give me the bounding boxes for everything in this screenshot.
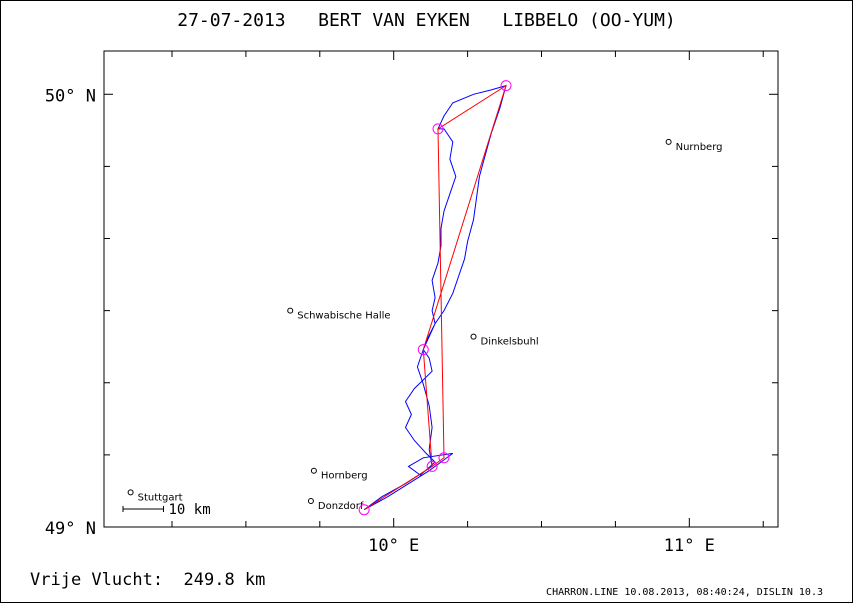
software-credit: CHARRON.LINE 10.08.2013, 08:40:24, DISLI… <box>546 587 823 598</box>
y-tick-label: 50° N <box>45 86 96 106</box>
city-marker <box>127 489 134 496</box>
turnpoint-marker <box>438 452 450 464</box>
city-label: Donzdorf <box>318 501 364 512</box>
x-tick-label: 10° E <box>368 536 419 556</box>
turnpoint-marker <box>432 123 444 135</box>
turnpoint-marker <box>426 460 438 472</box>
city-label: Stuttgart <box>138 492 183 503</box>
axis-labels: 10° E 11° E 49° N 50° N <box>45 86 715 556</box>
task-line <box>363 84 507 511</box>
city-marker <box>665 138 672 145</box>
axis-ticks <box>104 51 778 527</box>
flight-track-layer <box>363 84 507 511</box>
flight-track <box>363 84 507 511</box>
city-label: Nurnberg <box>676 142 723 153</box>
plot-area-border <box>103 50 779 528</box>
city-marker <box>470 333 477 340</box>
city-markers: Nurnberg Schwabische Halle Dinkelsbuhl Horn… <box>127 138 723 512</box>
turnpoint-marker <box>358 504 370 516</box>
turnpoint-marker <box>500 80 512 92</box>
free-flight-distance: Vrije Vlucht: 249.8 km <box>30 570 266 590</box>
task-line-layer <box>363 84 507 511</box>
city-label: Hornberg <box>321 471 368 482</box>
city-label: Dinkelsbuhl <box>481 337 539 348</box>
city-marker <box>287 307 294 314</box>
turnpoint-marker <box>417 344 429 356</box>
city-label: Schwabische Halle <box>297 311 390 322</box>
turnpoint-layer <box>358 80 512 516</box>
x-tick-label: 11° E <box>664 536 715 556</box>
y-tick-label: 49° N <box>45 519 96 539</box>
city-marker <box>307 498 314 505</box>
city-marker <box>310 467 317 474</box>
chart-title: 27-07-2013 BERT VAN EYKEN LIBBELO (OO-YU… <box>177 10 676 31</box>
scale-bar-label: 10 km <box>168 502 210 518</box>
scale-bar: 10 km <box>122 502 211 518</box>
